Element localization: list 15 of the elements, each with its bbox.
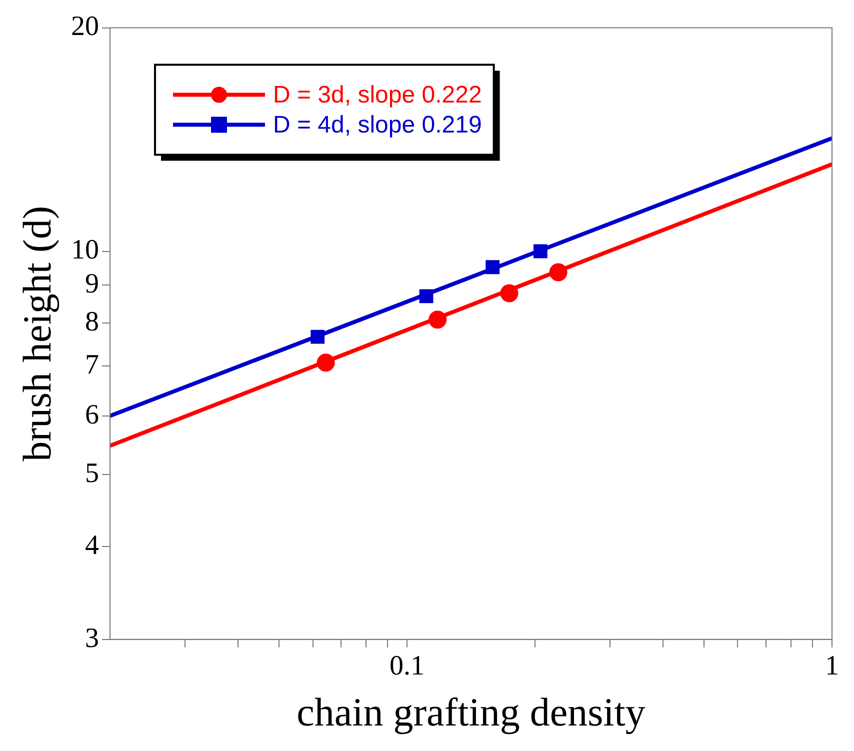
- y-tick-label: 10: [71, 234, 99, 266]
- x-tick-label: 0.1: [390, 650, 425, 682]
- legend-label: D = 4d, slope 0.219: [273, 111, 482, 138]
- y-tick-label: 8: [85, 306, 99, 338]
- y-tick-label: 3: [85, 622, 99, 654]
- x-axis-title: chain grafting density: [296, 690, 646, 734]
- y-tick-label: 20: [71, 11, 99, 42]
- y-tick-label: 5: [85, 458, 99, 490]
- y-tick-label: 6: [85, 399, 99, 430]
- y-tick-label: 4: [85, 530, 99, 562]
- y-axis-title: brush height (d): [14, 206, 60, 462]
- y-tick-label: 7: [85, 350, 99, 381]
- y-tick-label: 9: [85, 268, 99, 300]
- x-tick-label: 1: [825, 650, 839, 682]
- legend-label: D = 3d, slope 0.222: [273, 81, 482, 108]
